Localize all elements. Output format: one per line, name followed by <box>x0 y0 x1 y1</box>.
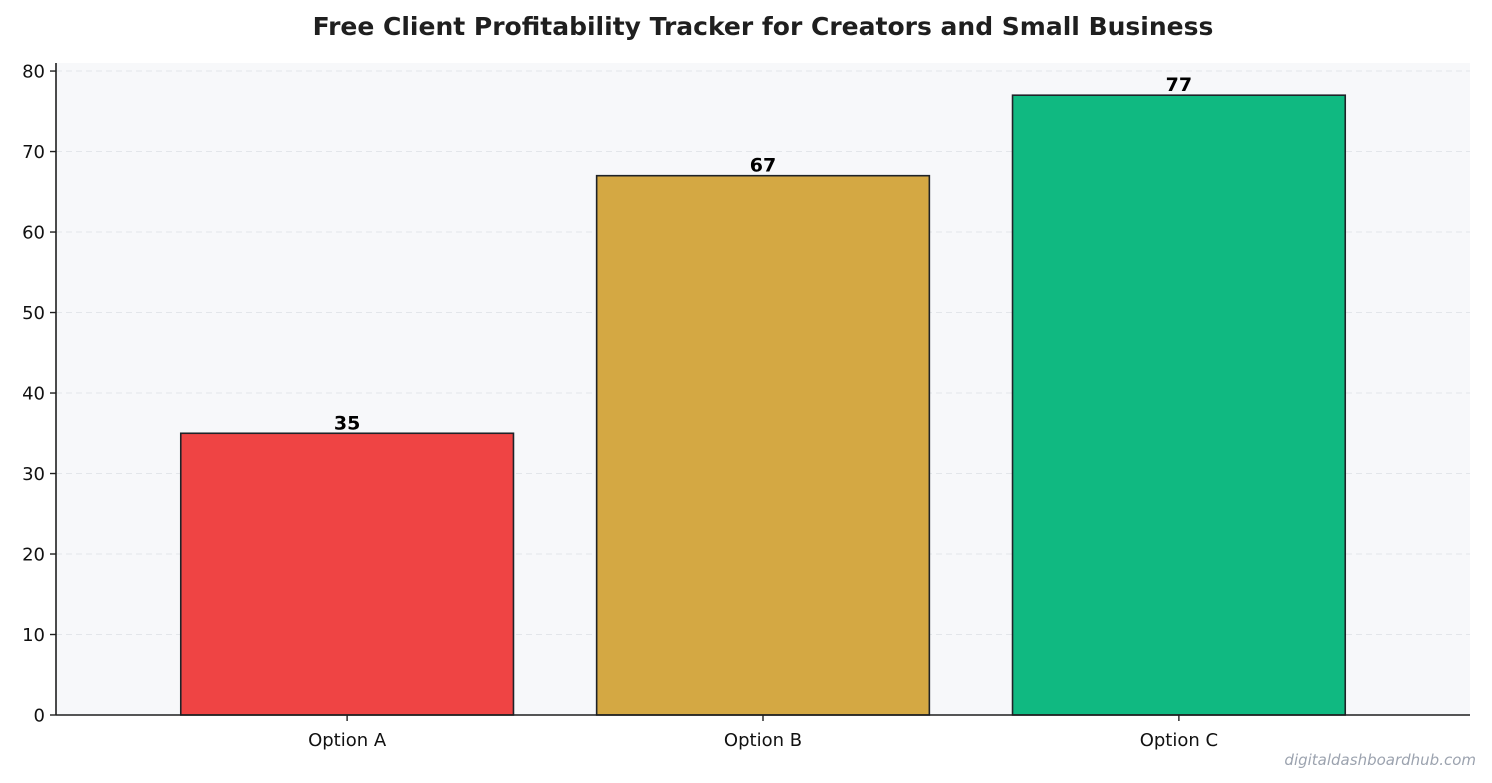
bars <box>179 94 1347 716</box>
y-tick-label: 10 <box>22 625 45 646</box>
chart-title: Free Client Profitability Tracker for Cr… <box>313 12 1214 41</box>
data-label: 35 <box>334 412 360 434</box>
watermark: digitaldashboardhub.com <box>1284 751 1476 769</box>
x-tick-label: Option B <box>724 730 802 751</box>
bar-option-b <box>595 174 931 716</box>
x-ticks: Option A Option B Option C <box>308 715 1218 751</box>
data-label: 77 <box>1166 74 1192 96</box>
y-ticks: 0 10 20 30 40 50 60 70 80 <box>22 62 56 727</box>
y-tick-label: 50 <box>22 303 45 324</box>
y-tick-label: 20 <box>22 545 45 566</box>
x-tick-label: Option C <box>1140 730 1218 751</box>
bar-option-a <box>179 432 515 716</box>
data-labels: 35 67 77 <box>334 74 1192 434</box>
data-label: 67 <box>750 155 776 177</box>
x-tick-label: Option A <box>308 730 387 751</box>
y-tick-label: 80 <box>22 62 45 83</box>
bar-option-c <box>1011 94 1347 716</box>
y-tick-label: 40 <box>22 384 45 405</box>
y-tick-label: 30 <box>22 464 45 485</box>
y-tick-label: 0 <box>34 706 45 727</box>
y-tick-label: 60 <box>22 223 45 244</box>
y-tick-label: 70 <box>22 142 45 163</box>
